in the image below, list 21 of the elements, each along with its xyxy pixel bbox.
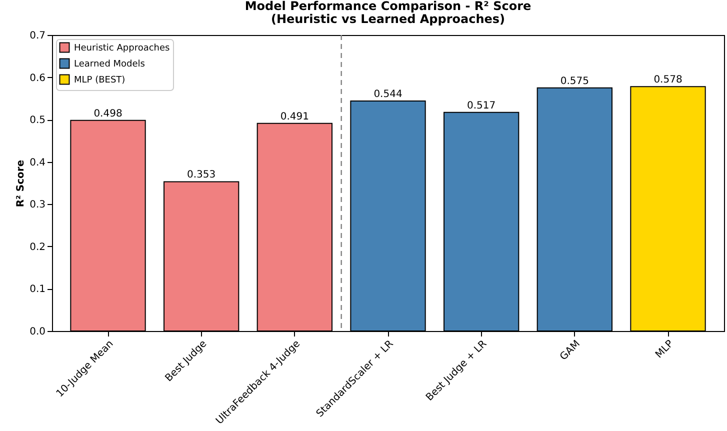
chart-subtitle: (Heuristic vs Learned Approaches) [270,12,506,26]
legend-label: Heuristic Approaches [74,44,170,54]
y-axis-title: R² Score [16,160,27,208]
data-label: 0.491 [280,111,309,122]
y-tick-label: 0.6 [30,72,46,84]
data-label: 0.578 [654,74,682,86]
y-tick-label: 0.5 [30,115,46,126]
data-label: 0.498 [94,108,122,120]
y-tick-label: 0.1 [30,284,46,296]
y-tick-label: 0.3 [30,200,46,211]
legend-label: MLP (BEST) [74,76,126,86]
y-tick-label: 0.0 [30,326,46,338]
data-label: 0.544 [374,88,402,100]
data-label: 0.353 [187,170,216,181]
y-tick-label: 0.2 [30,242,46,253]
data-label: 0.575 [560,76,589,87]
y-tick-label: 0.7 [30,30,46,42]
y-tick-label: 0.4 [30,157,46,168]
legend-label: Learned Models [74,60,146,70]
chart-title: Model Performance Comparison - R² Score [244,0,532,13]
data-label: 0.517 [467,100,496,112]
